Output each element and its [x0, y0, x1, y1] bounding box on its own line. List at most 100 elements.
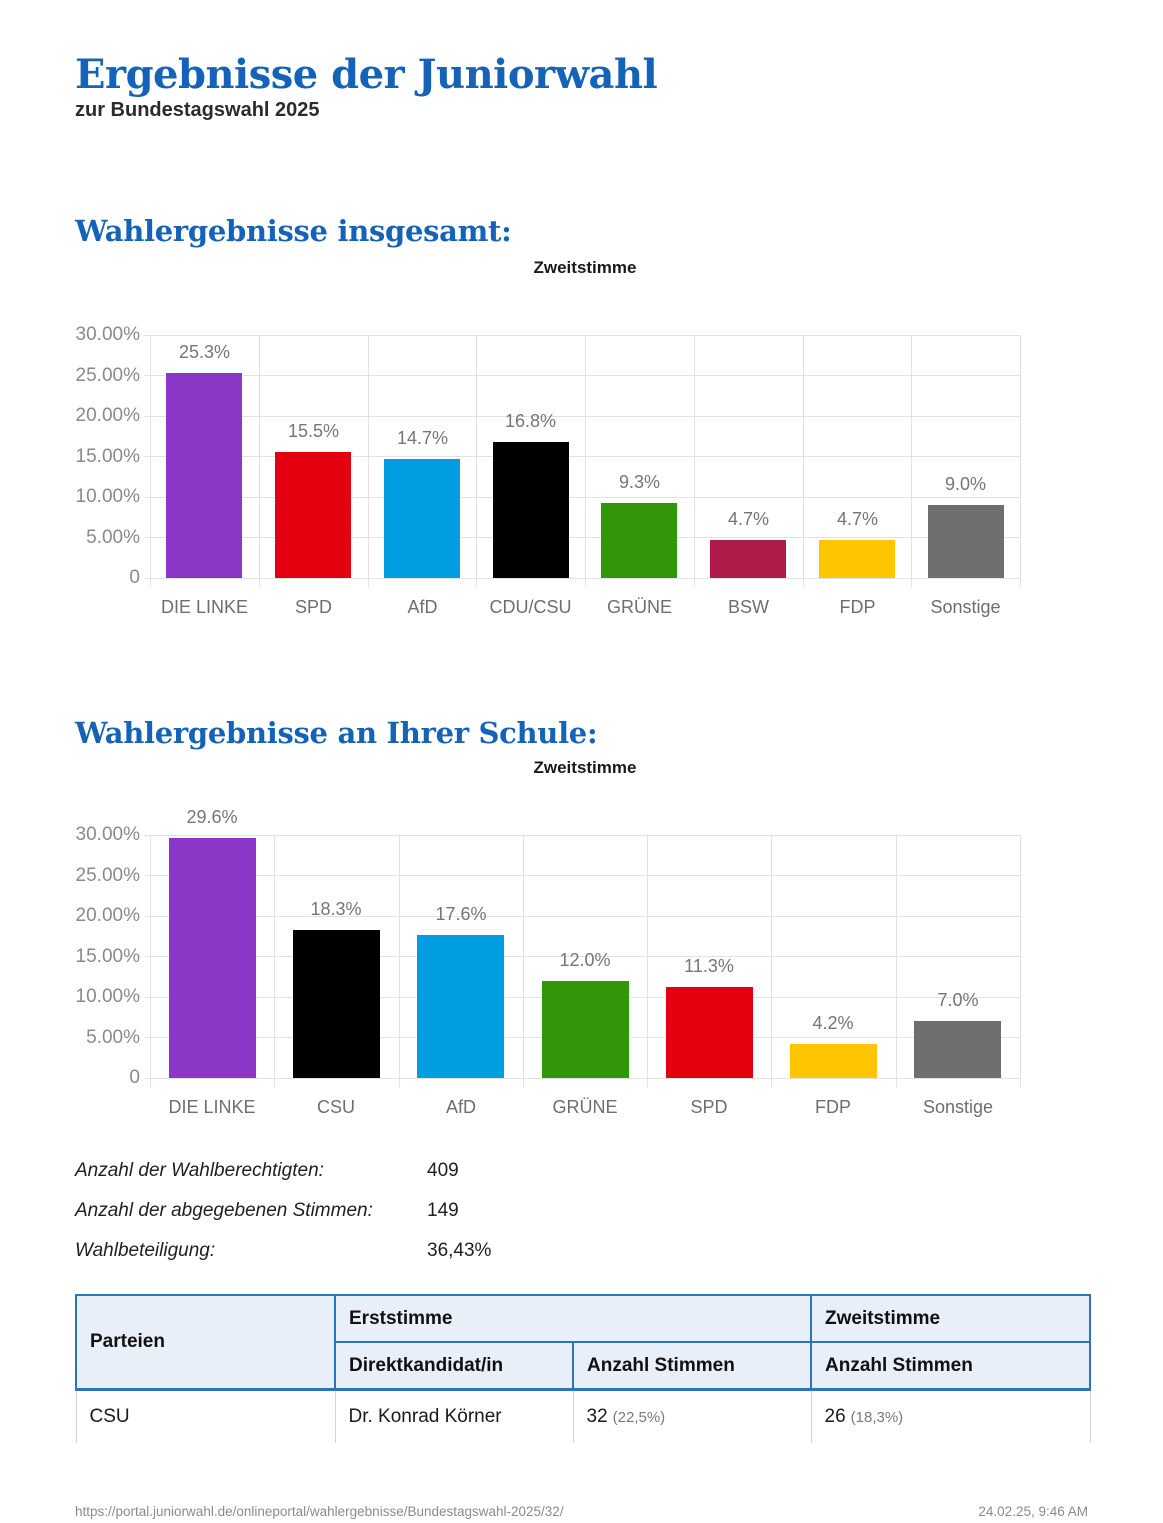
gridline-h	[144, 496, 1020, 498]
bar-spd	[666, 986, 753, 1078]
gridline-v	[693, 335, 695, 587]
bar-value-label: 17.6%	[435, 904, 487, 925]
bar-value-label: 16.8%	[504, 410, 557, 431]
gridline-v	[1019, 335, 1021, 587]
stat-row-wahlbeteiligung: Wahlbeteiligung: 36,43%	[75, 1240, 775, 1266]
gridline-h	[144, 456, 1020, 457]
gridline-v	[910, 335, 912, 587]
table-body: CSU Dr. Konrad Körner 32 (22,5%) 26 (18,3%)	[75, 1389, 1091, 1443]
bar-die-linke	[166, 373, 242, 578]
gridline-h	[144, 875, 1020, 876]
gridline-v	[895, 835, 897, 1087]
x-axis-label: DIE LINKE	[168, 1097, 256, 1117]
x-axis-label: AfD	[407, 597, 438, 617]
col-anzahl-stimmen-erststimme: Anzahl Stimmen	[572, 1341, 812, 1391]
x-axis-label: CDU/CSU	[489, 597, 572, 617]
gridline-v	[1019, 835, 1021, 1087]
gridline-h	[144, 956, 1020, 957]
gridline-h	[144, 415, 1020, 417]
stat-row-wahlberechtigte: Anzahl der Wahlberechtigten: 409	[75, 1160, 775, 1186]
bar-sonstige	[928, 505, 1004, 578]
bar-value-label: 4.2%	[812, 1013, 854, 1033]
gridline-v	[273, 835, 275, 1087]
y-axis-tick-label: 20.00%	[75, 905, 140, 926]
x-axis-label: AfD	[445, 1097, 476, 1117]
section-heading-overall: Wahlergebnisse insgesamt:	[75, 214, 512, 249]
gridline-v	[522, 835, 524, 1087]
bar-afd	[384, 458, 460, 578]
page-title: Ergebnisse der Juniorwahl	[75, 50, 658, 98]
table-header-row-2: Direktkandidat/in Anzahl Stimmen Anzahl …	[76, 1341, 1091, 1391]
gridline-v	[258, 335, 260, 587]
x-axis-label: FDP	[815, 1097, 851, 1117]
x-axis-label: BSW	[727, 597, 769, 617]
bar-die-linke	[169, 838, 256, 1078]
cell-direktkandidat-value: Dr. Konrad Körner	[348, 1406, 502, 1427]
cell-partei: CSU	[75, 1389, 336, 1443]
stat-label: Wahlbeteiligung:	[75, 1240, 216, 1261]
cell-zweitstimme-value: 26	[824, 1406, 846, 1427]
bar-value-label: 7.0%	[937, 990, 979, 1011]
gridline-v	[475, 335, 477, 587]
gridline-h	[144, 834, 1020, 836]
y-axis-tick-label: 25.00%	[75, 364, 140, 386]
bar-value-label: 29.6%	[186, 807, 238, 828]
bar-cdu-csu	[493, 441, 569, 578]
gridline-h	[144, 577, 1020, 579]
cell-partei-value: CSU	[89, 1406, 130, 1427]
footer-url: https://portal.juniorwahl.de/onlineporta…	[75, 1504, 564, 1519]
stat-value: 36,43%	[427, 1240, 492, 1261]
gridline-v	[646, 835, 648, 1087]
x-axis-label: GRÜNE	[606, 597, 672, 617]
page-subtitle: zur Bundestagswahl 2025	[75, 99, 320, 121]
bar-value-label: 9.0%	[944, 474, 987, 495]
bar-value-label: 15.5%	[287, 421, 340, 442]
bar-value-label: 18.3%	[310, 898, 362, 919]
gridline-v	[770, 835, 772, 1087]
bar-bsw	[710, 539, 786, 578]
bar-gr-ne	[601, 502, 677, 578]
gridline-v	[398, 835, 400, 1087]
plot-area: 30.00% 25.00% 20.00% 15.00% 10.00% 5.00% 0 25.3…	[76, 324, 1021, 617]
x-axis-label: Sonstige	[930, 597, 1001, 617]
stat-value: 409	[427, 1160, 459, 1181]
cell-erststimme-percent: (22,5%)	[612, 1409, 666, 1426]
gridline-v	[584, 335, 586, 587]
y-axis-tick-label: 5.00%	[86, 526, 140, 548]
x-axis-label: GRÜNE	[552, 1097, 618, 1117]
gridline-h	[144, 537, 1020, 538]
bar-fdp	[819, 539, 895, 578]
y-axis-tick-label: 0	[129, 1067, 140, 1088]
bar-sonstige	[914, 1021, 1001, 1078]
chart-zweitstimme-overall: Zweitstimme 30.00% 25.00% 20.00% 15.00% 10.0…	[0, 250, 1163, 630]
gridline-h	[144, 334, 1020, 336]
bar-value-label: 9.3%	[618, 471, 661, 492]
bar-fdp	[790, 1044, 877, 1078]
plot-area: 30.00% 25.00% 20.00% 15.00% 10.00% 5.00% 0 29.6…	[76, 807, 1021, 1117]
chart-title: Zweitstimme	[533, 758, 637, 777]
bar-value-label: 25.3%	[178, 342, 231, 363]
y-axis-tick-label: 20.00%	[75, 405, 140, 426]
bar-value-label: 12.0%	[559, 949, 611, 970]
table-row: CSU Dr. Konrad Körner 32 (22,5%) 26 (18,3%)	[75, 1389, 1091, 1443]
x-axis-label: FDP	[839, 597, 876, 617]
results-table: Parteien Erststimme Zweitstimme Direktka…	[75, 1294, 1091, 1443]
gridline-v	[149, 335, 151, 587]
cell-erststimme-value: 32	[586, 1406, 608, 1427]
y-axis-tick-label: 30.00%	[75, 824, 140, 845]
cell-zweitstimme-percent: (18,3%)	[850, 1409, 904, 1426]
bar-value-label: 11.3%	[684, 955, 734, 976]
stat-row-abgegebene-stimmen: Anzahl der abgegebenen Stimmen: 149	[75, 1200, 775, 1226]
cell-zweitstimme: 26 (18,3%)	[810, 1389, 1091, 1443]
gridline-h	[144, 1077, 1020, 1079]
gridline-v	[367, 335, 369, 587]
section-heading-school: Wahlergebnisse an Ihrer Schule:	[75, 716, 598, 751]
y-axis-tick-label: 25.00%	[75, 864, 140, 886]
gridline-h	[144, 915, 1020, 917]
y-axis-tick-label: 0	[129, 567, 140, 588]
x-axis-label: SPD	[690, 1097, 728, 1117]
gridline-v	[149, 835, 151, 1087]
bar-value-label: 14.7%	[396, 427, 449, 448]
table-header-row-1: Parteien Erststimme Zweitstimme	[75, 1294, 1091, 1391]
bar-gr-ne	[542, 980, 629, 1078]
